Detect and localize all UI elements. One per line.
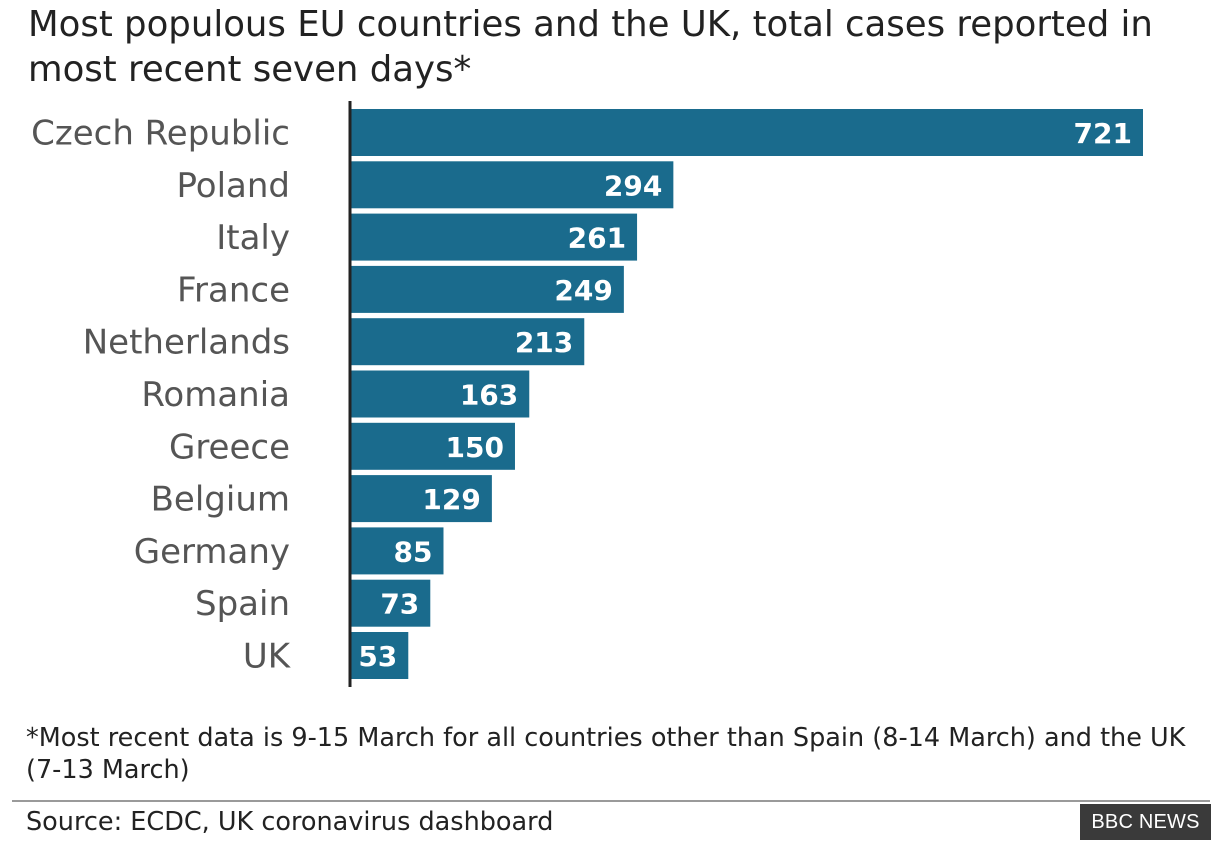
value-label: 163 — [460, 379, 518, 412]
footnote: *Most recent data is 9-15 March for all … — [26, 723, 1186, 785]
category-label: Spain — [195, 584, 290, 624]
category-labels-layer: Czech Republic Poland Italy France Netherlan… — [31, 114, 292, 677]
bar-germany — [350, 527, 444, 575]
value-label: 261 — [568, 222, 626, 255]
value-label: 294 — [604, 169, 662, 202]
value-label: 53 — [358, 640, 397, 673]
chart-title: Most populous EU countries and the UK, t… — [28, 4, 1153, 90]
category-label: Romania — [141, 375, 290, 415]
bar-greece — [350, 422, 515, 470]
category-label: Netherlands — [83, 323, 290, 363]
value-label: 721 — [1074, 117, 1132, 150]
category-label: Italy — [216, 218, 290, 258]
category-label: Belgium — [151, 480, 290, 520]
category-label: Germany — [134, 532, 290, 572]
value-label: 73 — [380, 588, 419, 621]
bar-romania — [350, 370, 530, 418]
value-label: 249 — [554, 274, 612, 307]
value-label: 85 — [394, 535, 433, 568]
bar-italy — [350, 213, 638, 261]
value-label: 129 — [422, 483, 480, 516]
bar-poland — [350, 161, 674, 209]
category-label: Greece — [169, 427, 290, 467]
bar-czech-republic — [350, 109, 1143, 156]
category-label: France — [177, 270, 290, 310]
bar-uk — [350, 632, 409, 679]
footer-divider — [12, 800, 1210, 802]
bar-spain — [350, 579, 431, 627]
category-label: Czech Republic — [31, 114, 290, 154]
value-label: 213 — [515, 326, 573, 359]
category-label: Poland — [176, 166, 290, 206]
bar-netherlands — [350, 318, 585, 366]
bar-chart: Czech Republic Poland Italy France Netherlan… — [31, 101, 1143, 687]
category-label: UK — [243, 637, 292, 677]
value-labels-layer: 721 294 261 249 213 163 150 129 85 73 53 — [358, 117, 1132, 673]
source-note: Source: ECDC, UK coronavirus dashboard — [26, 807, 554, 837]
bar-belgium — [350, 475, 492, 523]
bars-layer — [350, 109, 1143, 679]
bbc-news-logo: BBC NEWS — [1080, 804, 1211, 840]
bar-france — [350, 265, 624, 313]
value-label: 150 — [446, 431, 504, 464]
